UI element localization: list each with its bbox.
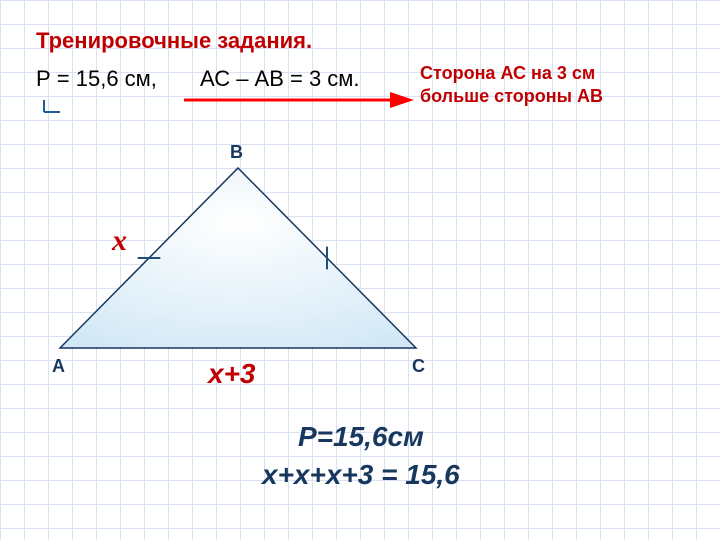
implication-arrow: [184, 92, 414, 108]
vertex-label-c: С: [412, 356, 425, 377]
triangle: [60, 168, 416, 348]
side-label-x: x: [112, 224, 127, 258]
given-difference: АС – АВ = 3 см.: [200, 66, 360, 92]
vertex-label-b: В: [230, 142, 243, 163]
side-note: Сторона АС на 3 см больше стороны АВ: [420, 62, 603, 107]
side-label-xplus3: x+3: [208, 358, 256, 390]
axis-marker: [44, 100, 60, 112]
vertex-label-a: А: [52, 356, 65, 377]
equations-block: Р=15,6см x+x+x+3 = 15,6: [262, 418, 460, 494]
side-note-line1: Сторона АС на 3 см: [420, 62, 603, 85]
equation-sum: x+x+x+3 = 15,6: [262, 456, 460, 494]
equation-perimeter: Р=15,6см: [262, 418, 460, 456]
side-note-line2: больше стороны АВ: [420, 85, 603, 108]
given-perimeter: Р = 15,6 см,: [36, 66, 157, 92]
page-title: Тренировочные задания.: [36, 28, 312, 54]
